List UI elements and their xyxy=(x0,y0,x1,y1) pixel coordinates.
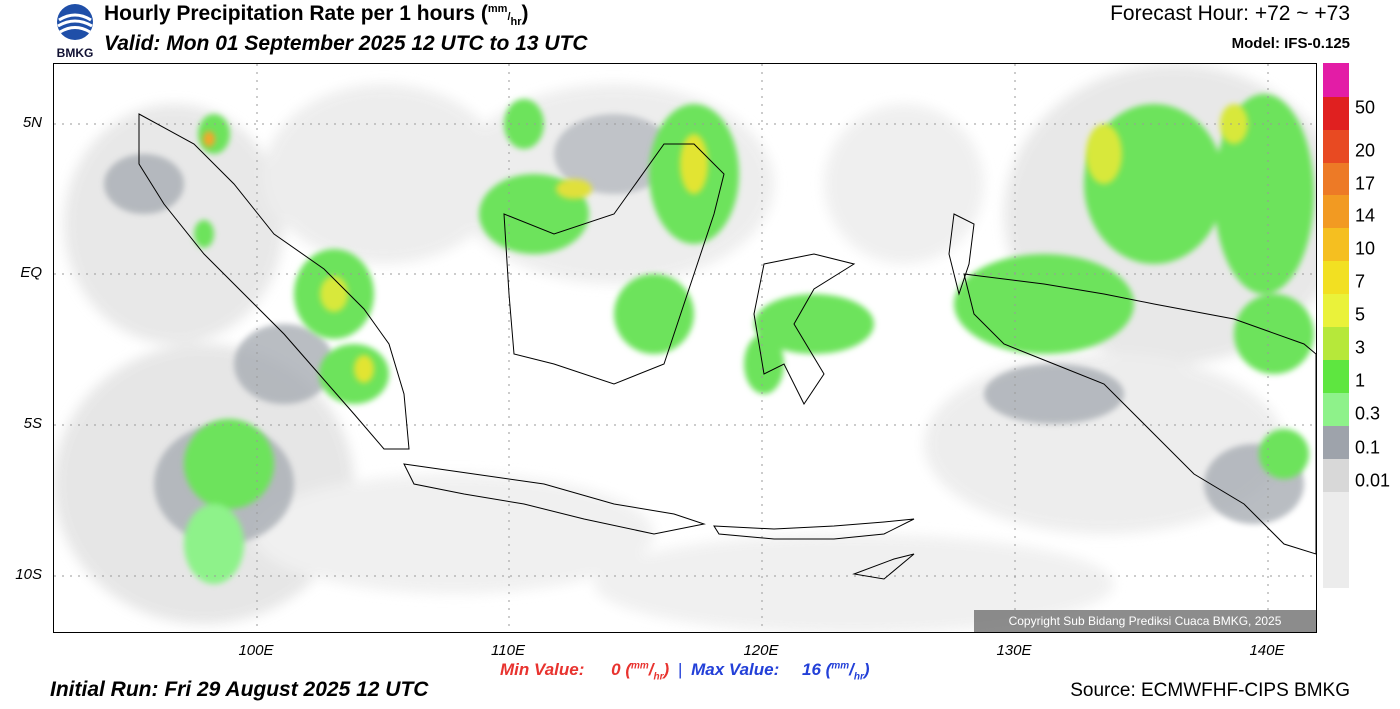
borneo-outline xyxy=(503,143,725,385)
copyright-notice: Copyright Sub Bidang Prediksi Cuaca BMKG… xyxy=(974,610,1316,632)
min-value-label: Min Value: xyxy=(500,660,585,679)
min-value: 0 xyxy=(611,660,621,679)
lon-label-120e: 120E xyxy=(743,642,779,659)
lon-label-140e: 140E xyxy=(1249,642,1285,659)
legend-swatch xyxy=(1323,327,1349,360)
max-value: 16 xyxy=(802,660,821,679)
lon-label-130e: 130E xyxy=(996,642,1032,659)
page-title: Hourly Precipitation Rate per 1 hours (m… xyxy=(104,2,529,29)
legend-label: 17 xyxy=(1355,173,1376,194)
valid-time: Valid: Mon 01 September 2025 12 UTC to 1… xyxy=(104,32,588,55)
papua-outline xyxy=(963,273,1316,555)
legend-label: 3 xyxy=(1355,337,1366,358)
legend-swatch xyxy=(1323,426,1349,459)
legend-label: 5 xyxy=(1355,304,1366,325)
initial-run: Initial Run: Fri 29 August 2025 12 UTC xyxy=(50,678,429,701)
legend-swatch xyxy=(1323,294,1349,327)
lat-label-10s: 10S xyxy=(15,566,42,583)
legend-label: 0.3 xyxy=(1355,403,1381,424)
legend-swatch xyxy=(1323,393,1349,426)
legend-label: 50 xyxy=(1355,97,1376,118)
forecast-hour: Forecast Hour: +72 ~ +73 xyxy=(1110,2,1350,25)
min-max-values: Min Value: 0 (mm/hr) | Max Value: 16 (mm… xyxy=(500,660,870,683)
timor-outline xyxy=(852,553,915,580)
legend-swatch xyxy=(1323,492,1349,588)
legend-label: 0.01 xyxy=(1355,470,1391,491)
lat-label-eq: EQ xyxy=(20,264,42,281)
legend-label: 20 xyxy=(1355,140,1376,161)
legend-label: 1 xyxy=(1355,370,1366,391)
coastlines xyxy=(138,113,1316,580)
legend-swatch xyxy=(1323,63,1349,97)
legend-swatch xyxy=(1323,97,1349,130)
legend-label: 10 xyxy=(1355,238,1376,259)
legend-swatch xyxy=(1323,360,1349,393)
legend-swatch xyxy=(1323,459,1349,492)
rain-field xyxy=(184,94,1314,584)
max-value-label: Max Value: xyxy=(691,660,780,679)
legend-label: 0.1 xyxy=(1355,437,1381,458)
lat-label-5s: 5S xyxy=(23,415,42,432)
legend-swatch xyxy=(1323,228,1349,261)
legend-label: 14 xyxy=(1355,205,1376,226)
model-name: Model: IFS-0.125 xyxy=(1231,35,1350,52)
sumatra-outline xyxy=(138,113,410,450)
halmahera-outline xyxy=(948,213,975,296)
legend-swatch xyxy=(1323,195,1349,228)
legend-swatch xyxy=(1323,163,1349,195)
legend-label: 7 xyxy=(1355,271,1366,292)
graticule xyxy=(54,64,1316,632)
lon-label-110e: 110E xyxy=(491,642,525,659)
java-outline xyxy=(403,463,706,535)
logo-text: BMKG xyxy=(56,46,94,60)
value-separator: | xyxy=(677,660,683,679)
nusa-tenggara-outline xyxy=(713,518,915,540)
precipitation-map[interactable] xyxy=(53,63,1317,633)
sulawesi-outline xyxy=(753,253,856,405)
heavy-rain-cores xyxy=(203,104,1248,383)
lat-label-5n: 5N xyxy=(22,114,42,131)
data-source: Source: ECMWFHF-CIPS BMKG xyxy=(1070,680,1350,701)
map-canvas xyxy=(54,64,1316,632)
lon-label-100e: 100E xyxy=(238,642,274,659)
legend-swatch xyxy=(1323,261,1349,294)
legend-swatch xyxy=(1323,130,1349,163)
bmkg-logo xyxy=(52,2,98,60)
